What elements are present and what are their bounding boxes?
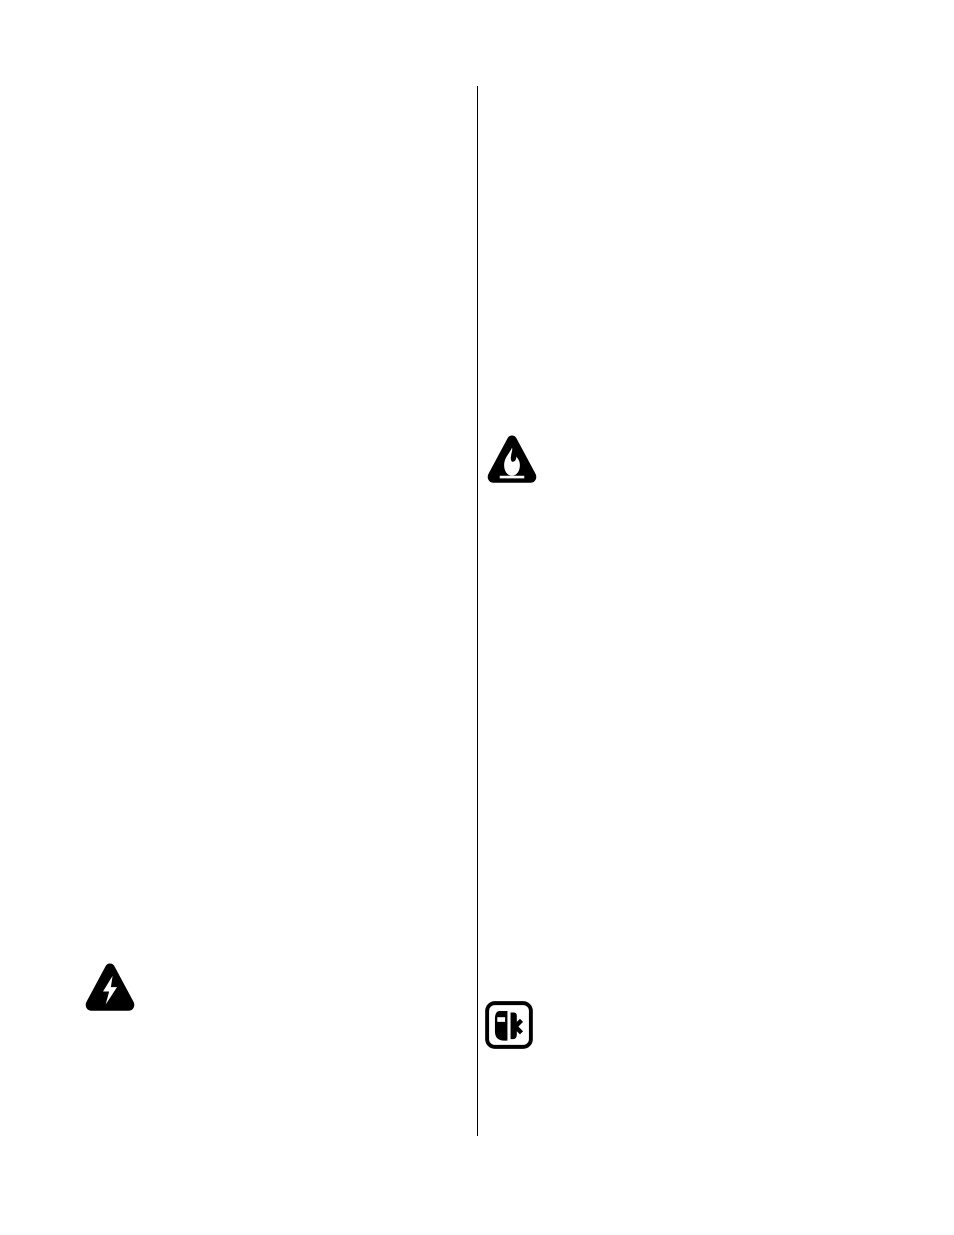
left-column — [80, 86, 477, 1136]
electric-shock-warning-icon — [82, 960, 138, 1016]
welding-mask-icon — [484, 1000, 534, 1050]
fire-warning-icon — [484, 432, 540, 488]
right-column — [478, 86, 875, 1136]
page-content — [80, 86, 874, 1136]
